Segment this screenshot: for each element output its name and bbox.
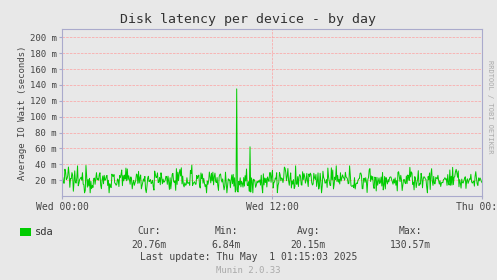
Text: Min:: Min: (214, 226, 238, 236)
Text: Disk latency per device - by day: Disk latency per device - by day (120, 13, 377, 25)
Text: 6.84m: 6.84m (211, 240, 241, 250)
Text: RRDTOOL / TOBI OETIKER: RRDTOOL / TOBI OETIKER (487, 60, 493, 153)
Y-axis label: Average IO Wait (seconds): Average IO Wait (seconds) (18, 46, 27, 180)
Text: Munin 2.0.33: Munin 2.0.33 (216, 266, 281, 275)
Text: 20.76m: 20.76m (132, 240, 166, 250)
Text: 130.57m: 130.57m (390, 240, 430, 250)
Text: Last update: Thu May  1 01:15:03 2025: Last update: Thu May 1 01:15:03 2025 (140, 252, 357, 262)
Text: sda: sda (35, 227, 54, 237)
Text: Cur:: Cur: (137, 226, 161, 236)
Text: 20.15m: 20.15m (291, 240, 326, 250)
Text: Avg:: Avg: (296, 226, 320, 236)
Text: Max:: Max: (398, 226, 422, 236)
